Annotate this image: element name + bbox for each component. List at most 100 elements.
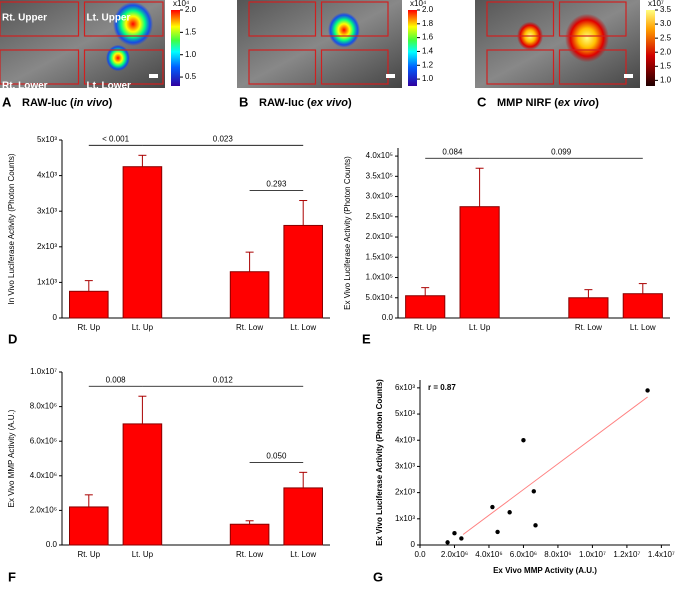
bar	[405, 295, 446, 319]
panel-letter: B	[239, 94, 248, 109]
y-tick-label: 5x10³	[37, 135, 57, 144]
colorbar-tick-label: 3.5	[660, 5, 672, 14]
title-part: RAW-luc (	[259, 97, 311, 109]
p-value: < 0.001	[102, 134, 129, 143]
x-tick-label: 1.4x10⁷	[648, 550, 675, 559]
colorbar-tick-label: 2.0	[422, 5, 434, 14]
y-tick-label: 4.0x10⁵	[366, 151, 393, 160]
colorbar-tick-label: 2.0	[185, 5, 197, 14]
y-tick-label: 1.5x10⁵	[366, 252, 393, 261]
p-value: 0.099	[551, 147, 572, 156]
region-box	[558, 49, 627, 85]
panel-letter: D	[8, 331, 17, 346]
y-tick-label: 3.0x10⁵	[366, 192, 393, 201]
bar	[622, 293, 663, 319]
y-tick-label: 2x10³	[37, 242, 57, 251]
point	[533, 523, 538, 528]
colorbar-tick-label: 1.6	[422, 33, 434, 42]
colorbar-tick-label: 1.0	[660, 75, 672, 84]
colorbar-tick-label: 1.0	[185, 50, 197, 59]
point	[459, 536, 464, 541]
y-tick-label: 2.5x10⁵	[366, 212, 393, 221]
x-tick-label: Lt. Up	[132, 323, 154, 332]
point	[445, 540, 450, 545]
x-tick-label: 1.0x10⁷	[579, 550, 606, 559]
point	[452, 531, 457, 536]
colorbar-exponent: x10⁴	[173, 0, 190, 8]
colorbar-tick-label: 1.8	[422, 19, 434, 28]
region-label: Lt. Upper	[87, 13, 131, 24]
y-tick-label: 1x10³	[395, 514, 415, 523]
x-tick-label: 1.2x10⁷	[613, 550, 640, 559]
title-part: )	[595, 97, 599, 109]
colorbar-tick-label: 1.5	[660, 61, 672, 70]
region-box	[486, 1, 555, 37]
colorbar-tick-label: 2.5	[660, 33, 672, 42]
colorbar-tick-label: 2.0	[660, 47, 672, 56]
panel-letter: G	[373, 569, 383, 584]
fit-line	[462, 396, 648, 535]
y-tick-label: 0	[53, 313, 58, 322]
point	[645, 388, 650, 393]
x-tick-label: 8.0x10⁶	[544, 550, 571, 559]
bar	[283, 487, 323, 546]
y-tick-label: 2x10³	[395, 488, 415, 497]
x-tick-label: Lt. Up	[132, 550, 154, 559]
title-part: )	[348, 97, 352, 109]
point	[531, 489, 536, 494]
panel-letter: E	[362, 331, 371, 346]
panel-letter: F	[8, 569, 16, 584]
bar	[568, 297, 609, 319]
annotation: r = 0.87	[428, 383, 456, 392]
y-tick-label: 0	[411, 540, 416, 549]
colorbar	[171, 10, 180, 86]
title-part: RAW-luc (	[22, 97, 74, 109]
y-tick-label: 5x10³	[395, 409, 415, 418]
region-label: Rt. Lower	[2, 81, 48, 92]
colorbar-exponent: x10⁷	[648, 0, 664, 8]
y-axis-label: Ex Vivo MMP Activity (A.U.)	[7, 409, 16, 507]
p-value: 0.008	[106, 375, 127, 384]
region-box	[248, 1, 317, 37]
y-tick-label: 3x10³	[37, 206, 57, 215]
y-tick-label: 2.0x10⁶	[30, 506, 57, 515]
point	[490, 504, 495, 510]
y-tick-label: 4x10³	[395, 435, 415, 444]
y-tick-label: 8.0x10⁶	[30, 402, 57, 411]
x-tick-label: Lt. Low	[630, 323, 656, 332]
colorbar-tick-label: 1.0	[422, 74, 434, 83]
colorbar	[408, 10, 417, 86]
p-value: 0.023	[213, 134, 234, 143]
bar	[283, 224, 323, 319]
colorbar-tick-label: 1.5	[185, 27, 197, 36]
x-tick-label: 2.0x10⁶	[441, 550, 468, 559]
y-tick-label: 1.0x10⁷	[30, 367, 57, 376]
title-part: in vivo	[74, 97, 109, 109]
y-tick-label: 3.5x10⁵	[366, 171, 393, 180]
bar	[229, 271, 270, 319]
region-box	[0, 1, 80, 37]
panel-title: RAW-luc (ex vivo)	[259, 97, 352, 109]
region-label: Lt. Lower	[87, 81, 132, 92]
colorbar-tick-label: 1.4	[422, 47, 434, 56]
scale-bar	[149, 74, 158, 78]
title-part: MMP NIRF (	[497, 97, 558, 109]
panel-title: RAW-luc (in vivo)	[22, 97, 113, 109]
colorbar	[646, 10, 655, 86]
panel-letter: A	[2, 94, 12, 109]
region-box	[83, 49, 164, 85]
colorbar-tick-label: 1.2	[422, 60, 434, 69]
region-box	[83, 1, 164, 37]
colorbar-tick-label: 3.0	[660, 19, 672, 28]
colorbar-tick-label: 0.5	[185, 72, 197, 81]
bar	[459, 206, 500, 319]
image	[237, 0, 402, 88]
y-axis-label: Ex Vivo Luciferase Activity (Photon Coun…	[343, 156, 352, 310]
region-box	[248, 49, 317, 85]
region-box	[320, 49, 389, 85]
x-tick-label: 0.0	[414, 550, 426, 559]
p-value: 0.050	[266, 451, 287, 460]
x-tick-label: Rt. Low	[575, 323, 602, 332]
panel-title: MMP NIRF (ex vivo)	[497, 97, 599, 109]
